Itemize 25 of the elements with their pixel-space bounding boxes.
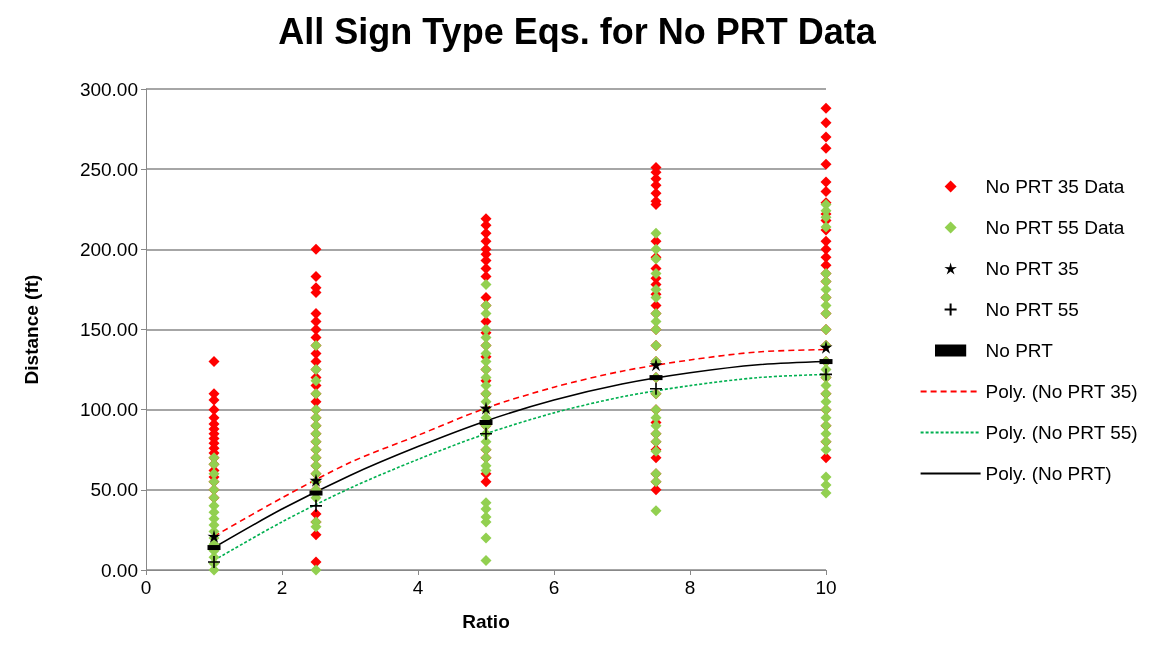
- y-tick-label: 150.00: [79, 319, 138, 340]
- y-axis-title: Distance (ft): [21, 274, 42, 385]
- x-tick-label: 0: [140, 577, 152, 598]
- x-tick-label: 6: [548, 577, 560, 598]
- legend-label: No PRT 35: [985, 258, 1079, 279]
- chart-title: All Sign Type Eqs. for No PRT Data: [278, 10, 877, 52]
- y-tick-label: 200.00: [79, 238, 138, 260]
- y-tick-label: 50.00: [90, 479, 138, 501]
- point: [649, 358, 663, 372]
- legend-label: No PRT: [985, 340, 1054, 361]
- legend-label: Poly. (No PRT 35): [985, 381, 1138, 402]
- y-tick-label: 250.00: [79, 158, 138, 180]
- legend-label: No PRT 35 Data: [985, 176, 1125, 197]
- legend-label: Poly. (No PRT): [985, 463, 1112, 484]
- x-tick-label: 4: [412, 577, 424, 598]
- legend-label: No PRT 55: [985, 299, 1079, 320]
- y-tick-label: 100.00: [79, 399, 138, 421]
- y-tick-label: 0.00: [101, 559, 138, 581]
- legend-label: Poly. (No PRT 55): [985, 422, 1138, 443]
- x-tick-label: 2: [276, 577, 288, 598]
- y-tick-label: 300.00: [79, 78, 138, 100]
- legend-label: No PRT 55 Data: [985, 217, 1125, 238]
- x-axis-title: Ratio: [462, 611, 510, 632]
- x-tick-label: 8: [684, 577, 696, 598]
- x-tick-label: 10: [815, 577, 837, 598]
